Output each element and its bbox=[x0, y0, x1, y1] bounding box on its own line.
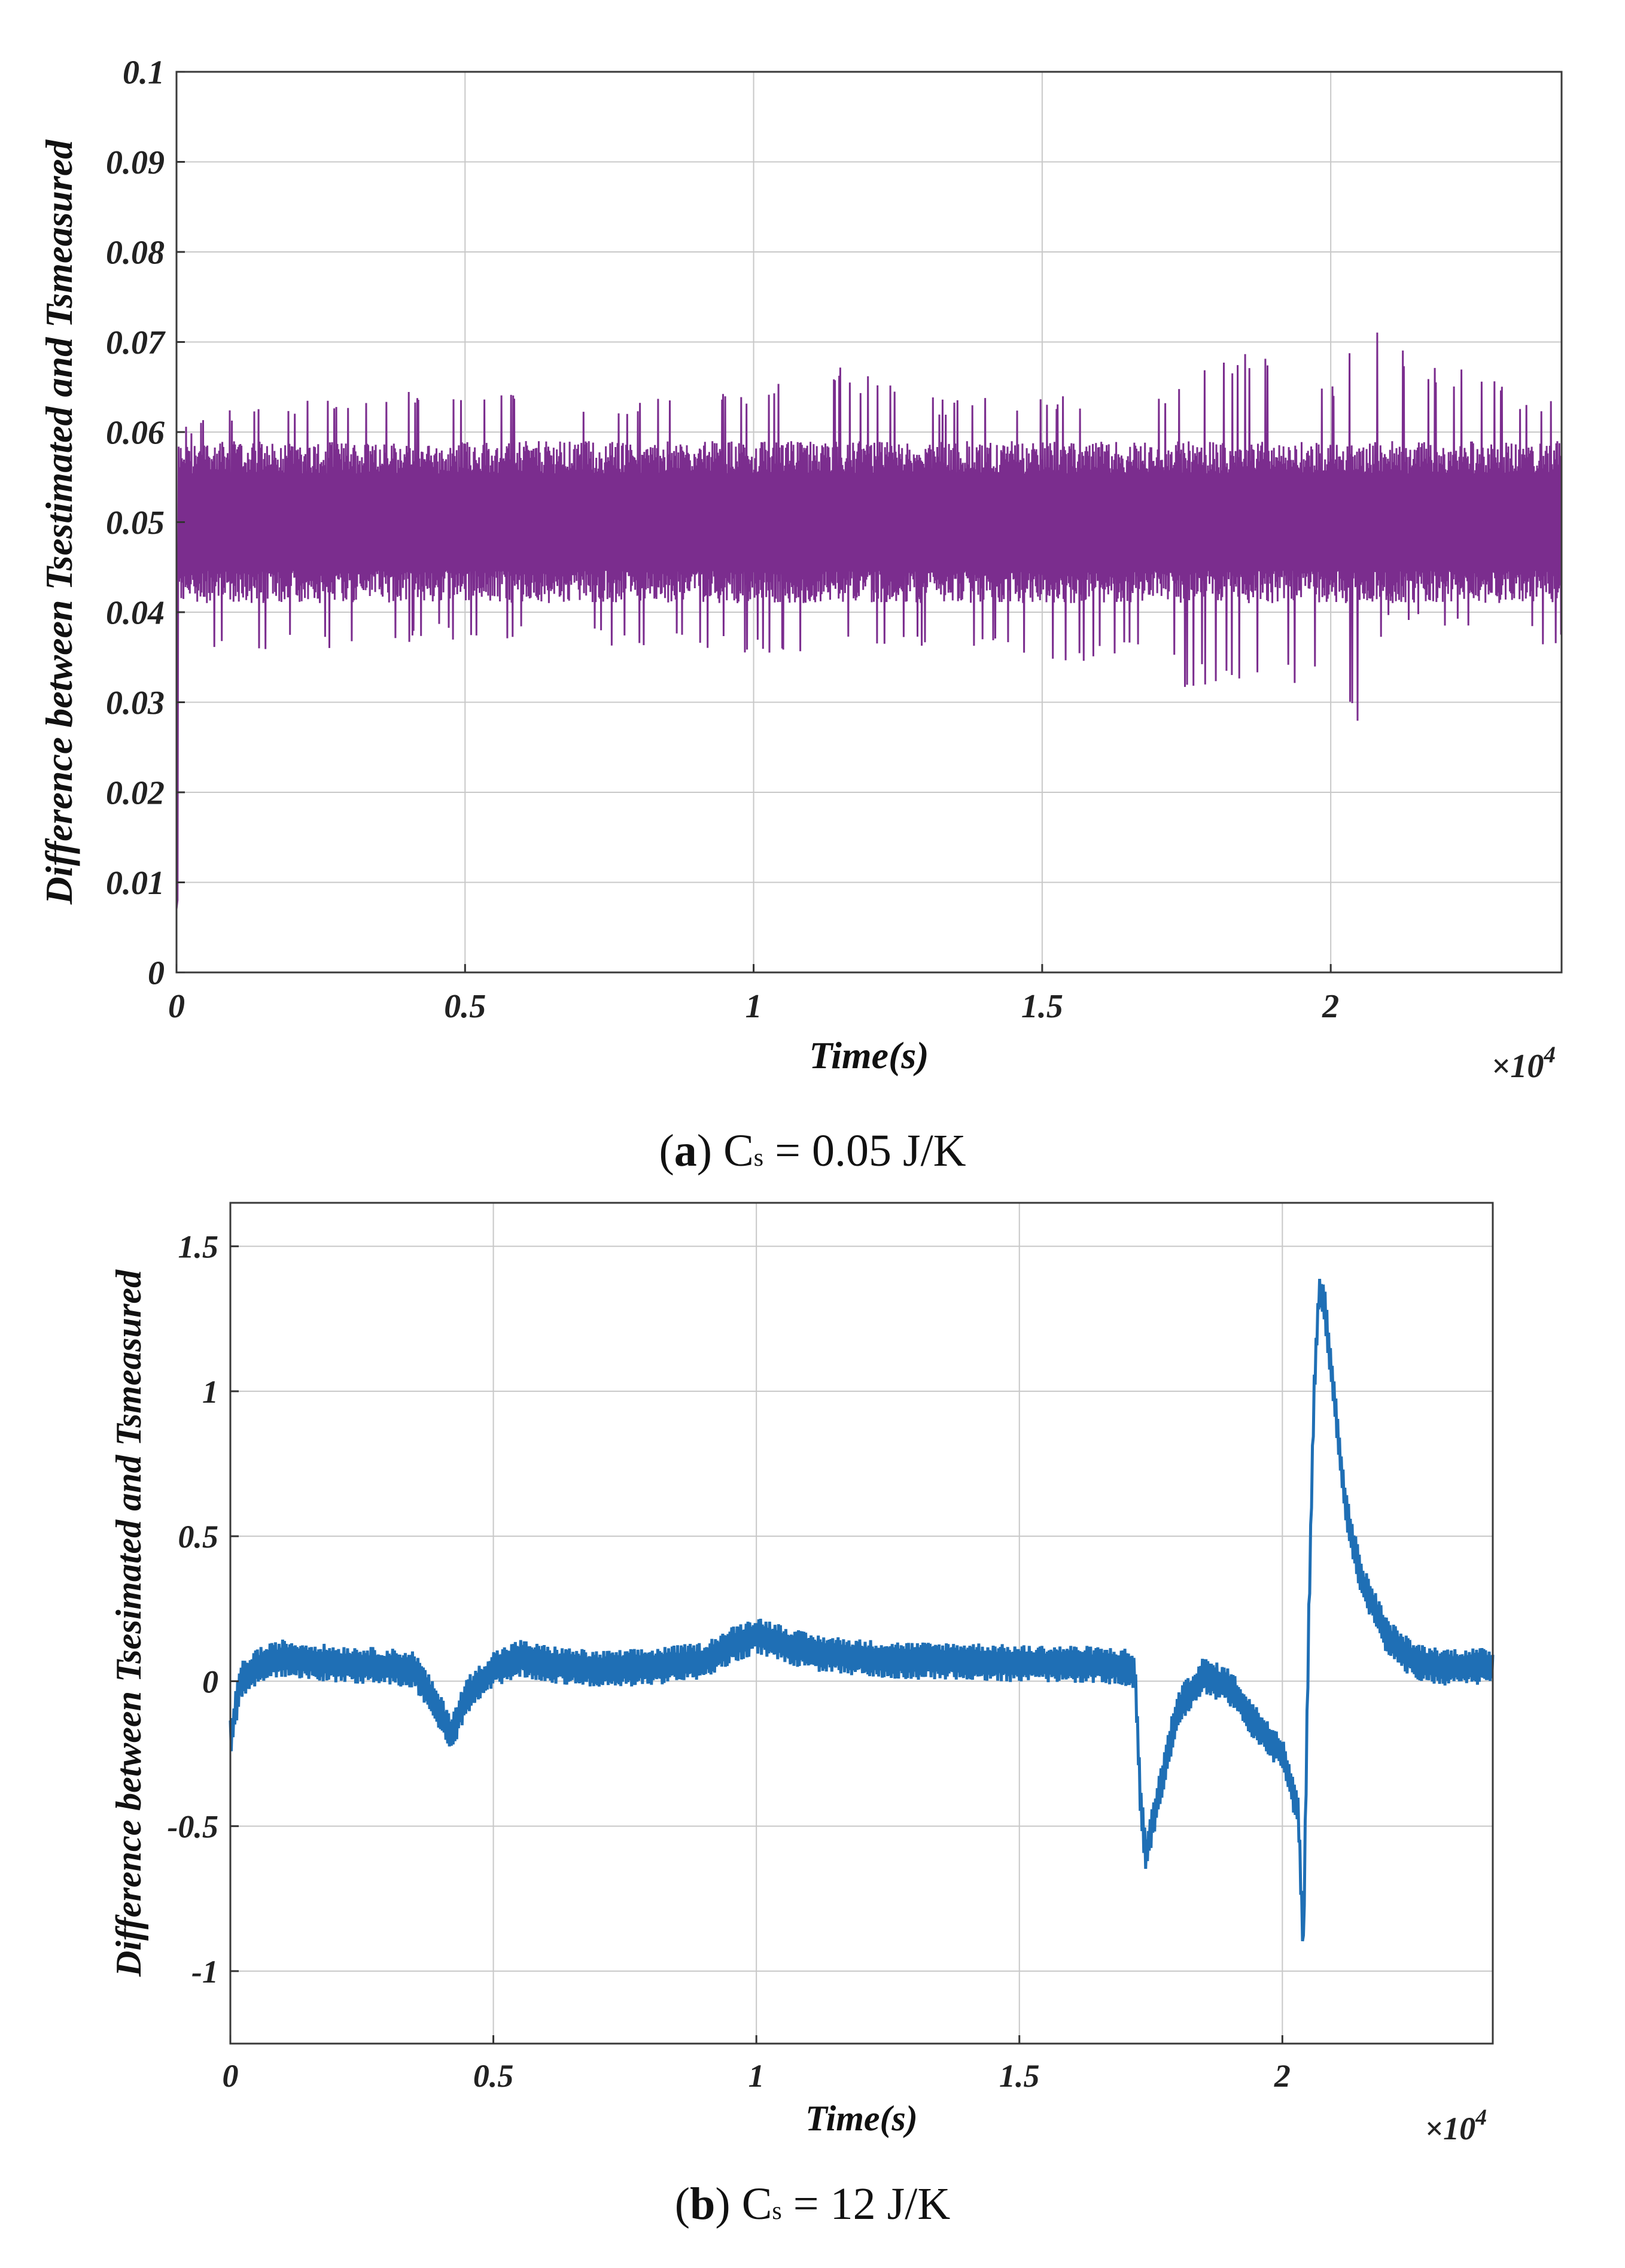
x-exponent-label: ×104 bbox=[1425, 2105, 1487, 2147]
y-tick-label: 0.5 bbox=[178, 1519, 219, 1555]
caption-b-text-after: = 12 J/K bbox=[781, 2179, 951, 2229]
y-tick-label: 0 bbox=[148, 955, 165, 992]
caption-a-label: a bbox=[674, 1126, 697, 1176]
chart-b-svg: 0 0.5 1 1.5 2 -1 -0.5 0 0.5 1 1.5 Time(s) ×104 Differ… bbox=[109, 1202, 1495, 2147]
y-axis-title: Difference between Tsesimated and Tsmeas… bbox=[109, 1269, 148, 1977]
series-line-a bbox=[175, 332, 1563, 910]
y-tick-label: 0.09 bbox=[106, 144, 165, 181]
caption-b-text-before: C bbox=[730, 2179, 772, 2229]
x-axis-title: Time(s) bbox=[805, 2099, 918, 2138]
y-tick-label: 0.03 bbox=[106, 685, 165, 722]
y-tick-label: 0.05 bbox=[106, 504, 165, 542]
chart-a-svg: 0 0.5 1 1.5 2 0 0.01 0.02 0.03 0.04 0.05 0.06 0.07 0.… bbox=[38, 54, 1563, 1085]
caption-b-label: b bbox=[690, 2179, 716, 2229]
x-tick-label: 1 bbox=[748, 2058, 765, 2094]
y-tick-label: 0 bbox=[202, 1664, 218, 1700]
caption-b: (b) Cs = 12 J/K bbox=[674, 2179, 951, 2229]
series-line-b bbox=[229, 1279, 1495, 1942]
y-tick-label: 1 bbox=[202, 1374, 218, 1410]
chart-panel-b: 0 0.5 1 1.5 2 -1 -0.5 0 0.5 1 1.5 Time(s) ×104 Differ… bbox=[0, 1191, 1625, 2268]
caption-b-subscript: s bbox=[772, 2197, 782, 2225]
x-tick-label: 2 bbox=[1322, 988, 1339, 1025]
y-tick-label: 0.02 bbox=[106, 775, 165, 812]
y-tick-label: 0.06 bbox=[106, 415, 165, 452]
y-tick-label: 0.07 bbox=[106, 324, 166, 361]
y-tick-label: 0.01 bbox=[106, 865, 165, 902]
x-axis-title: Time(s) bbox=[809, 1034, 929, 1077]
y-axis-title: Difference between Tsestimated and Tsmea… bbox=[38, 139, 80, 905]
x-tick-label: 0.5 bbox=[473, 2058, 514, 2094]
caption-a-subscript: s bbox=[753, 1144, 764, 1172]
y-tick-label: 0.04 bbox=[106, 595, 165, 632]
y-tick-label: 0.1 bbox=[123, 54, 165, 92]
x-tick-label: 0.5 bbox=[444, 988, 486, 1025]
axes-frame bbox=[229, 1202, 1494, 2045]
caption-a: (a) Cs = 0.05 J/K bbox=[659, 1126, 966, 1176]
x-tick-label: 2 bbox=[1274, 2058, 1291, 2094]
y-tick-label: 0.08 bbox=[106, 235, 165, 272]
caption-a-text-before: C bbox=[712, 1126, 754, 1176]
x-tick-label: 1.5 bbox=[999, 2058, 1040, 2094]
x-tick-label: 1 bbox=[745, 988, 762, 1025]
chart-panel-a: 0 0.5 1 1.5 2 0 0.01 0.02 0.03 0.04 0.05 0.06 0.07 0.… bbox=[0, 0, 1625, 1125]
x-tick-label: 1.5 bbox=[1021, 988, 1063, 1025]
y-tick-label: -1 bbox=[191, 1954, 218, 1990]
x-exponent-label: ×104 bbox=[1491, 1042, 1556, 1085]
y-tick-label: -0.5 bbox=[168, 1809, 218, 1845]
x-tick-label: 0 bbox=[223, 2058, 239, 2094]
caption-a-text-after: = 0.05 J/K bbox=[763, 1126, 966, 1176]
x-tick-label: 0 bbox=[168, 988, 185, 1025]
y-tick-label: 1.5 bbox=[178, 1229, 219, 1265]
